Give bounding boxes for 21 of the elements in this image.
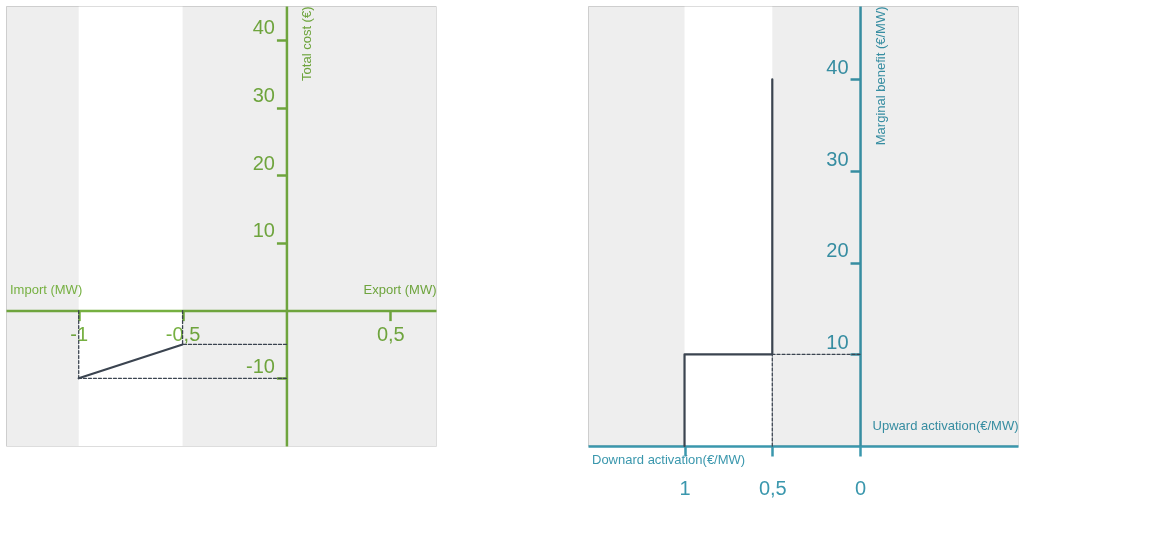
y-tick-label: 10 [826, 330, 849, 353]
annotation: Import (MW) [10, 281, 83, 297]
y-tick-label: 30 [252, 84, 275, 107]
y-axis-title: Marginal benefit (€/MW) [872, 6, 888, 146]
x-tick-label: 0,5 [376, 323, 405, 346]
x-tick-label: 0 [854, 476, 867, 499]
y-tick-label: 30 [826, 147, 849, 170]
y-tick-label: 40 [826, 55, 849, 78]
x-axis-title: Upward activation(€/MW) [872, 417, 1019, 433]
y-tick-label: -10 [246, 354, 275, 377]
x-tick-label: -1 [70, 323, 89, 346]
x-tick-label: 0,5 [758, 476, 787, 499]
x-axis-title: Export (MW) [363, 282, 437, 298]
y-axis-title: Total cost (€) [298, 6, 314, 81]
y-tick-label: 20 [252, 151, 275, 174]
y-tick-label: 40 [252, 16, 275, 39]
y-tick-label: 10 [252, 219, 275, 242]
x-tick-label: -0,5 [165, 323, 201, 346]
x-tick-label: 1 [679, 476, 691, 499]
text: Downard activation(€/MW) [592, 452, 746, 467]
y-tick-label: 20 [826, 239, 849, 262]
